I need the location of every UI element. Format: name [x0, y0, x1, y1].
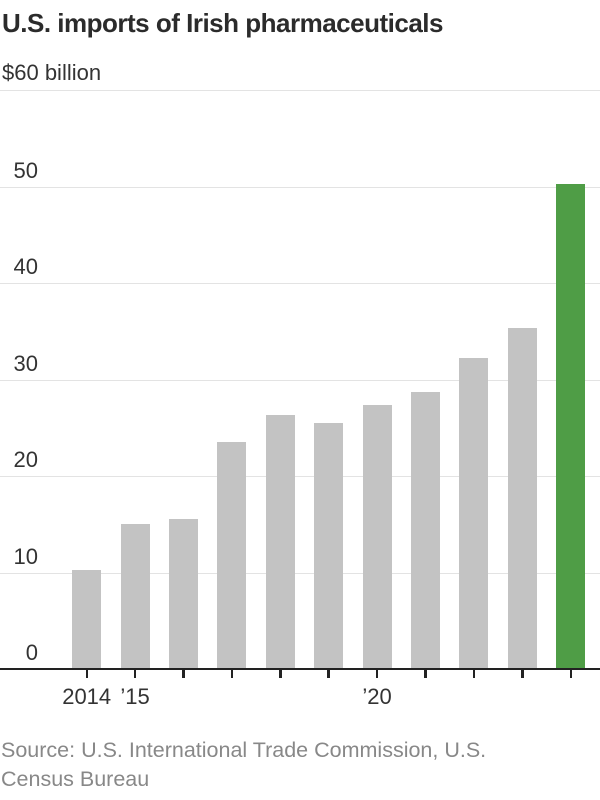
x-axis-label-2015: ’15: [120, 684, 150, 709]
y-axis-label-10: 10: [13, 543, 38, 569]
x-tick-2017: [230, 670, 234, 678]
plot-area: 0 10 20 30 40 50: [0, 90, 600, 669]
y-axis-label-40: 40: [13, 254, 38, 279]
bar-2016: [169, 518, 198, 669]
bar-2023: [507, 328, 537, 669]
x-tick-2016: [182, 670, 185, 678]
bar-2015: [120, 524, 150, 669]
y-axis-label-50: 50: [13, 157, 38, 183]
x-axis-label-2014: 2014: [62, 684, 112, 709]
gridline-20: [0, 476, 600, 477]
bar-2019: [314, 422, 344, 669]
source-note: Source: U.S. International Trade Commiss…: [1, 736, 486, 794]
x-tick-2014: [85, 670, 88, 678]
gridline-10: [0, 572, 600, 574]
bar-2022: [459, 358, 489, 669]
gridline-50: [0, 186, 600, 188]
x-tick-2020: [375, 670, 379, 678]
x-tick-2021: [424, 670, 427, 678]
y-axis-label-20: 20: [13, 447, 38, 472]
source-line-2: Census Bureau: [1, 767, 150, 792]
y-axis-label-0: 0: [25, 640, 38, 665]
chart-title: U.S. imports of Irish pharmaceuticals: [2, 8, 443, 38]
x-axis-line: [0, 667, 600, 670]
gridline-60: [0, 90, 600, 91]
bar-2021: [411, 392, 440, 669]
bar-2014: [72, 569, 102, 669]
bar-2024: [556, 183, 586, 669]
x-tick-2023: [521, 670, 524, 678]
x-axis-label-2020: ’20: [362, 684, 392, 709]
x-tick-2015: [133, 670, 137, 678]
y-axis-label-30: 30: [13, 350, 38, 376]
bar-2017: [217, 442, 247, 669]
x-tick-2024: [569, 670, 572, 678]
x-tick-2019: [327, 670, 330, 678]
bar-2018: [265, 415, 295, 669]
x-tick-2022: [472, 670, 476, 678]
gridline-30: [0, 379, 600, 381]
source-line-1: Source: U.S. International Trade Commiss…: [1, 738, 487, 762]
bar-2020: [362, 404, 392, 669]
x-tick-2018: [279, 670, 282, 678]
gridline-40: [0, 283, 600, 284]
y-axis-unit-label: $60 billion: [2, 60, 102, 85]
